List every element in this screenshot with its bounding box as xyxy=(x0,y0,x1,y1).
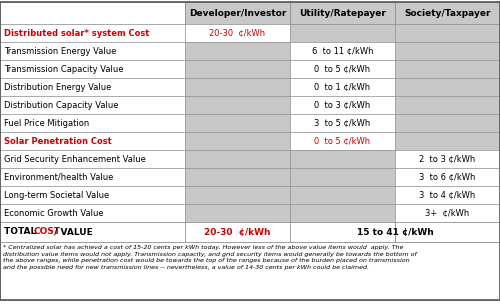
Bar xyxy=(0,60,185,78)
Text: 3  to 6 ¢/kWh: 3 to 6 ¢/kWh xyxy=(420,173,476,181)
Bar xyxy=(185,222,290,242)
Text: 3  to 4 ¢/kWh: 3 to 4 ¢/kWh xyxy=(420,191,476,199)
Bar xyxy=(290,114,395,132)
Bar xyxy=(0,204,185,222)
Bar xyxy=(290,78,395,96)
Bar xyxy=(290,186,395,204)
Text: Economic Growth Value: Economic Growth Value xyxy=(4,209,103,217)
Bar xyxy=(185,2,290,24)
Text: Distribution Energy Value: Distribution Energy Value xyxy=(4,82,112,92)
Bar xyxy=(290,96,395,114)
Text: 3  to 5 ¢/kWh: 3 to 5 ¢/kWh xyxy=(314,119,370,127)
Bar xyxy=(185,24,290,42)
Text: 2  to 3 ¢/kWh: 2 to 3 ¢/kWh xyxy=(420,155,476,163)
Text: Transmission Capacity Value: Transmission Capacity Value xyxy=(4,64,124,74)
Bar xyxy=(395,204,500,222)
Text: Transmission Energy Value: Transmission Energy Value xyxy=(4,46,116,56)
Bar xyxy=(0,42,185,60)
Bar xyxy=(0,114,185,132)
Bar xyxy=(290,24,395,42)
Bar xyxy=(185,132,290,150)
Bar xyxy=(290,168,395,186)
Bar xyxy=(0,222,185,242)
Bar xyxy=(0,78,185,96)
Text: COST: COST xyxy=(33,228,60,236)
Bar xyxy=(395,24,500,42)
Bar xyxy=(395,168,500,186)
Text: Environment/health Value: Environment/health Value xyxy=(4,173,114,181)
Text: Developer/Investor: Developer/Investor xyxy=(189,9,286,17)
Bar xyxy=(0,96,185,114)
Text: 15 to 41 ¢/kWh: 15 to 41 ¢/kWh xyxy=(356,228,434,236)
Bar xyxy=(290,2,395,24)
Text: 0  to 3 ¢/kWh: 0 to 3 ¢/kWh xyxy=(314,101,370,109)
Bar xyxy=(395,2,500,24)
Bar xyxy=(185,204,290,222)
Bar xyxy=(395,78,500,96)
Text: Long-term Societal Value: Long-term Societal Value xyxy=(4,191,109,199)
Text: 20-30  ¢/kWh: 20-30 ¢/kWh xyxy=(210,28,266,38)
Bar xyxy=(395,42,500,60)
Bar xyxy=(290,204,395,222)
Bar xyxy=(0,132,185,150)
Bar xyxy=(0,150,185,168)
Bar xyxy=(185,168,290,186)
Text: / VALUE: / VALUE xyxy=(51,228,93,236)
Bar xyxy=(395,222,500,242)
Bar xyxy=(395,186,500,204)
Text: 0  to 1 ¢/kWh: 0 to 1 ¢/kWh xyxy=(314,82,370,92)
Text: * Centralized solar has achievd a cost of 15-20 cents per kWh today. However les: * Centralized solar has achievd a cost o… xyxy=(3,245,417,270)
Text: Distributed solar* system Cost: Distributed solar* system Cost xyxy=(4,28,150,38)
Text: 3+  ¢/kWh: 3+ ¢/kWh xyxy=(426,209,470,217)
Bar xyxy=(290,132,395,150)
Bar xyxy=(290,222,395,242)
Text: Society/Taxpayer: Society/Taxpayer xyxy=(404,9,491,17)
Text: Grid Security Enhancement Value: Grid Security Enhancement Value xyxy=(4,155,146,163)
Text: Solar Penetration Cost: Solar Penetration Cost xyxy=(4,137,112,145)
Bar xyxy=(395,96,500,114)
Bar xyxy=(0,168,185,186)
Bar xyxy=(185,114,290,132)
Text: 0  to 5 ¢/kWh: 0 to 5 ¢/kWh xyxy=(314,137,370,145)
Text: 6  to 11 ¢/kWh: 6 to 11 ¢/kWh xyxy=(312,46,373,56)
Text: Utility/Ratepayer: Utility/Ratepayer xyxy=(299,9,386,17)
Bar xyxy=(185,186,290,204)
Text: 20-30  ¢/kWh: 20-30 ¢/kWh xyxy=(204,228,271,236)
Bar xyxy=(185,150,290,168)
Text: 0  to 5 ¢/kWh: 0 to 5 ¢/kWh xyxy=(314,64,370,74)
Bar xyxy=(185,78,290,96)
Text: TOTAL: TOTAL xyxy=(4,228,40,236)
Bar xyxy=(290,42,395,60)
Bar xyxy=(395,114,500,132)
Bar xyxy=(395,132,500,150)
Bar xyxy=(395,150,500,168)
Bar xyxy=(290,60,395,78)
Bar xyxy=(290,150,395,168)
Bar xyxy=(0,186,185,204)
Bar xyxy=(0,24,185,42)
Bar xyxy=(395,60,500,78)
Bar xyxy=(0,242,500,300)
Bar xyxy=(185,60,290,78)
Bar xyxy=(185,42,290,60)
Bar xyxy=(0,2,185,24)
Text: Distribution Capacity Value: Distribution Capacity Value xyxy=(4,101,118,109)
Text: Fuel Price Mitigation: Fuel Price Mitigation xyxy=(4,119,89,127)
Bar xyxy=(185,96,290,114)
